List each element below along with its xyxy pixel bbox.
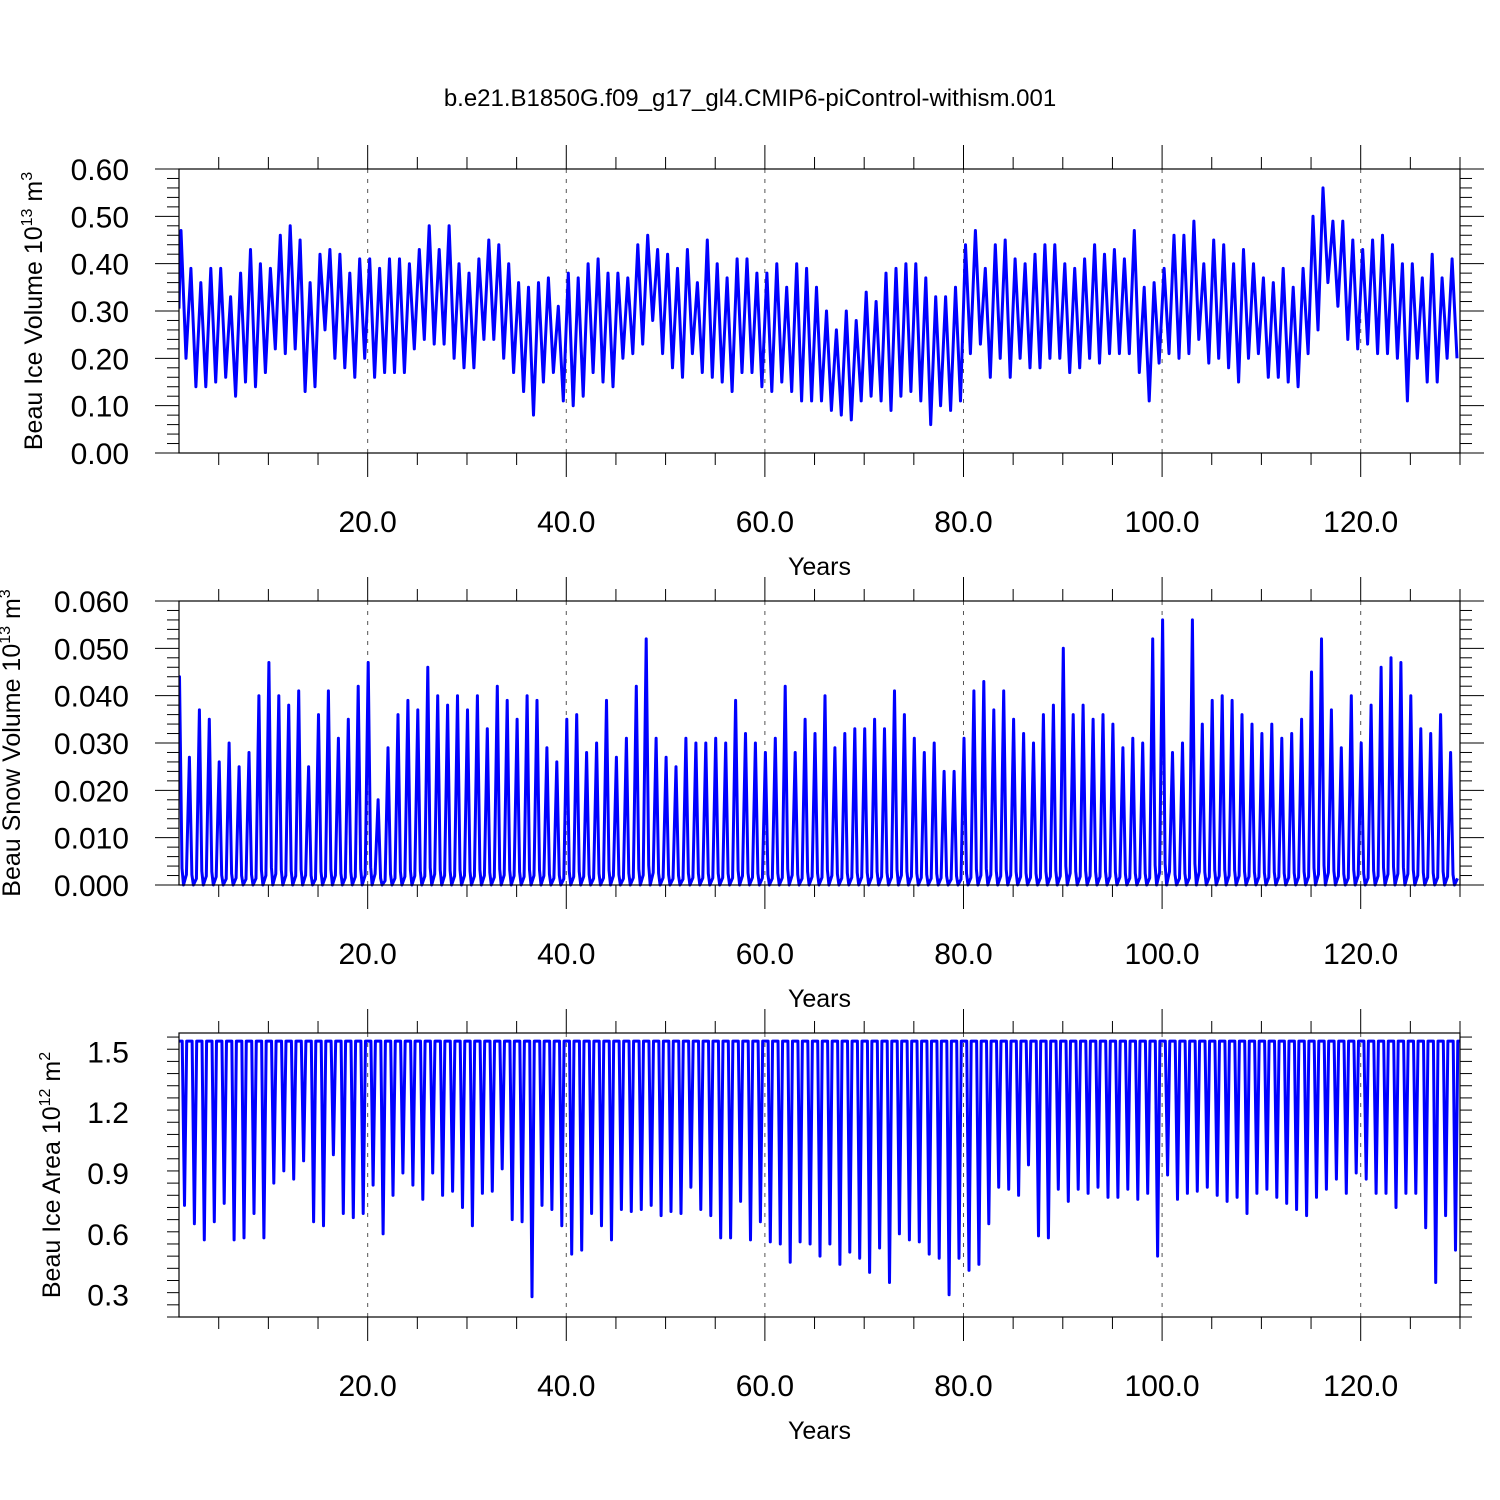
panel-ice-volume: 20.0 40.0 60.0 80.0 100.0 120.0 Years 0.00 0.10 0… bbox=[19, 145, 1484, 581]
y-axis-label-superscript: 13 bbox=[19, 208, 36, 226]
y-tick-label: 0.10 bbox=[71, 391, 129, 424]
x-tick-label: 80.0 bbox=[934, 506, 992, 539]
x-tick-label: 20.0 bbox=[338, 938, 396, 971]
y-tick-label: 0.50 bbox=[71, 201, 129, 234]
y-tick-label: 0.3 bbox=[87, 1280, 129, 1313]
y-axis-label-part: Beau Ice Area 10 bbox=[38, 1106, 66, 1298]
x-tick-label: 60.0 bbox=[736, 506, 794, 539]
y-axis-label-part: Beau Snow Volume 10 bbox=[0, 644, 26, 897]
figure-title: b.e21.B1850G.f09_g17_gl4.CMIP6-piControl… bbox=[444, 85, 1056, 112]
y-axis-label-part: m bbox=[38, 1061, 66, 1089]
x-tick-label: 80.0 bbox=[934, 938, 992, 971]
y-tick-label: 0.050 bbox=[54, 633, 129, 666]
y-axis-label-superscript: 2 bbox=[37, 1052, 54, 1061]
series-line bbox=[179, 618, 1459, 887]
x-tick-label: 100.0 bbox=[1125, 1370, 1200, 1403]
y-axis-label: Beau Ice Volume 1013 m3 bbox=[19, 172, 48, 450]
y-tick-label: 0.30 bbox=[71, 296, 129, 329]
x-tick-label: 120.0 bbox=[1323, 506, 1398, 539]
x-tick-label: 120.0 bbox=[1323, 938, 1398, 971]
panel-ice-area: 20.0 40.0 60.0 80.0 100.0 120.0 Years 0.3 0.6 0.9… bbox=[37, 1009, 1472, 1445]
y-axis-label-part: Beau Ice Volume 10 bbox=[20, 226, 48, 450]
x-tick-label: 80.0 bbox=[934, 1370, 992, 1403]
y-axis-label-part: m bbox=[20, 181, 48, 209]
x-tick-label: 40.0 bbox=[537, 1370, 595, 1403]
x-axis-label: Years bbox=[788, 1417, 851, 1445]
x-tick-label: 60.0 bbox=[736, 1370, 794, 1403]
x-axis-label: Years bbox=[788, 985, 851, 1013]
series-line bbox=[179, 1039, 1460, 1299]
x-tick-label: 40.0 bbox=[537, 938, 595, 971]
panels: 20.0 40.0 60.0 80.0 100.0 120.0 Years 0.00 0.10 0… bbox=[0, 145, 1484, 1445]
y-tick-label: 0.9 bbox=[87, 1158, 129, 1191]
y-tick-label: 0.040 bbox=[54, 681, 129, 714]
y-tick-label: 1.2 bbox=[87, 1097, 129, 1130]
y-tick-label: 0.00 bbox=[71, 438, 129, 471]
y-tick-label: 0.010 bbox=[54, 823, 129, 856]
y-tick-label: 0.020 bbox=[54, 775, 129, 808]
x-tick-label: 120.0 bbox=[1323, 1370, 1398, 1403]
y-tick-label: 0.20 bbox=[71, 343, 129, 376]
x-tick-label: 100.0 bbox=[1125, 938, 1200, 971]
y-axis-label-superscript: 12 bbox=[37, 1088, 54, 1106]
y-tick-label: 1.5 bbox=[87, 1036, 129, 1069]
y-axis-label-superscript: 13 bbox=[0, 626, 14, 644]
y-tick-label: 0.030 bbox=[54, 728, 129, 761]
y-axis-label: Beau Snow Volume 1013 m3 bbox=[0, 589, 26, 897]
y-axis-label: Beau Ice Area 1012 m2 bbox=[37, 1052, 66, 1298]
x-tick-label: 60.0 bbox=[736, 938, 794, 971]
y-tick-label: 0.60 bbox=[71, 154, 129, 187]
x-tick-label: 20.0 bbox=[338, 1370, 396, 1403]
y-axis-label-superscript: 3 bbox=[19, 172, 36, 181]
y-tick-label: 0.40 bbox=[71, 249, 129, 282]
series-line bbox=[179, 186, 1459, 427]
x-tick-label: 20.0 bbox=[338, 506, 396, 539]
x-axis-label: Years bbox=[788, 553, 851, 581]
y-tick-label: 0.6 bbox=[87, 1219, 129, 1252]
y-tick-label: 0.060 bbox=[54, 586, 129, 619]
x-tick-label: 100.0 bbox=[1125, 506, 1200, 539]
panel-snow-volume: 20.0 40.0 60.0 80.0 100.0 120.0 Years 0.000 0.01… bbox=[0, 577, 1484, 1013]
y-axis-label-superscript: 3 bbox=[0, 589, 14, 598]
y-axis-label-part: m bbox=[0, 598, 26, 626]
y-tick-label: 0.000 bbox=[54, 870, 129, 903]
plot-frame bbox=[178, 1032, 1461, 1318]
x-tick-label: 40.0 bbox=[537, 506, 595, 539]
